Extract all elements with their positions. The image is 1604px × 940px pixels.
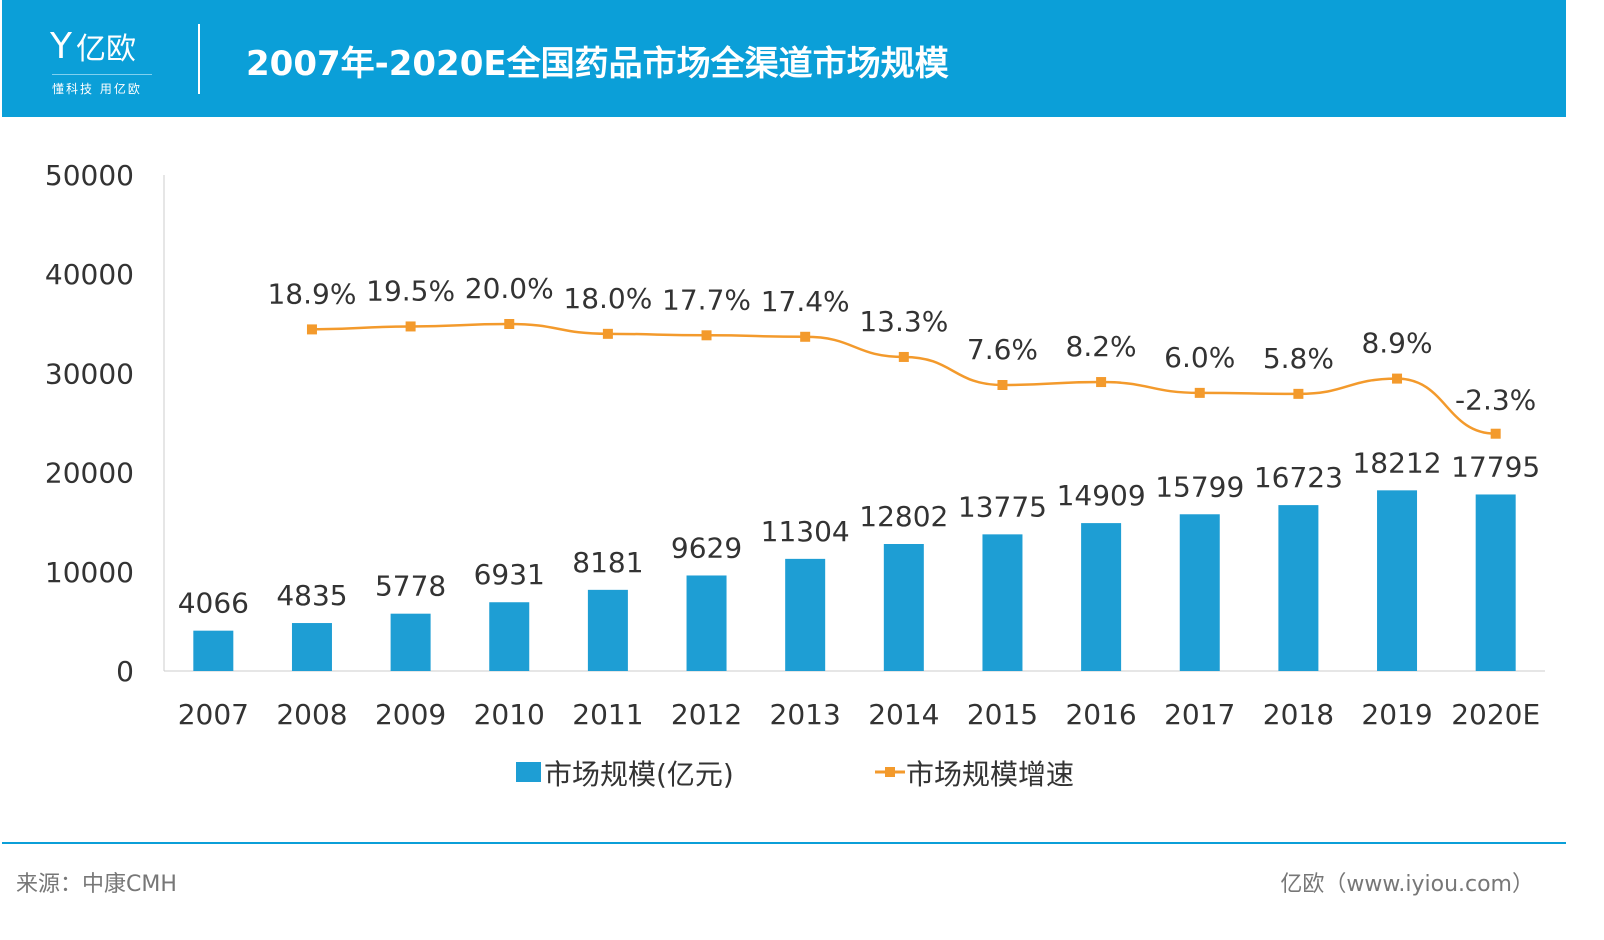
x-tick-label: 2015	[967, 698, 1038, 731]
bar-data-label: 4835	[276, 579, 347, 612]
growth-marker	[1490, 428, 1501, 439]
y-tick-label: 10000	[45, 556, 134, 589]
bar-data-label: 5778	[375, 570, 446, 603]
legend-bar-label: 市场规模(亿元)	[544, 758, 734, 791]
x-tick-label: 2018	[1263, 698, 1334, 731]
bar	[291, 623, 332, 671]
growth-data-label: 18.9%	[267, 277, 356, 310]
logo-divider	[52, 74, 152, 75]
bar	[587, 589, 628, 671]
bar-data-label: 11304	[761, 515, 850, 548]
growth-marker	[306, 324, 317, 335]
header-separator	[198, 24, 200, 94]
bar	[883, 544, 924, 671]
growth-data-label: 17.4%	[761, 285, 850, 318]
bar	[686, 575, 727, 671]
bar	[1278, 505, 1319, 671]
bar-data-label: 15799	[1155, 470, 1244, 503]
growth-marker	[504, 318, 515, 329]
bar-data-label: 9629	[671, 531, 742, 564]
x-tick-label: 2013	[770, 698, 841, 731]
x-tick-label: 2014	[868, 698, 939, 731]
x-tick-label: 2008	[276, 698, 347, 731]
logo-tagline: 懂科技 用亿欧	[52, 82, 142, 96]
y-tick-label: 30000	[45, 357, 134, 390]
bar	[489, 602, 530, 671]
growth-data-label: 5.8%	[1263, 342, 1334, 375]
growth-data-label: 13.3%	[859, 305, 948, 338]
x-tick-label: 2011	[572, 698, 643, 731]
x-tick-label: 2012	[671, 698, 742, 731]
y-tick-label: 0	[116, 655, 134, 688]
site-credit: 亿欧（www.iyiou.com）	[1280, 872, 1534, 897]
bar	[982, 534, 1023, 671]
logo: Y 亿欧	[50, 24, 136, 68]
bar-data-label: 6931	[474, 558, 545, 591]
header-bar: Y 亿欧 懂科技 用亿欧 2007年-2020E全国药品市场全渠道市场规模	[2, 0, 1566, 117]
growth-marker	[602, 328, 613, 339]
bar-data-label: 8181	[572, 546, 643, 579]
growth-data-label: 8.9%	[1361, 327, 1432, 360]
legend-bar-swatch	[516, 762, 541, 782]
growth-marker	[1194, 387, 1205, 398]
bar-data-label: 4066	[178, 587, 249, 620]
bar	[1179, 514, 1220, 671]
bar-data-label: 17795	[1451, 450, 1540, 483]
growth-marker	[1392, 373, 1403, 384]
growth-data-label: 6.0%	[1164, 341, 1235, 374]
chart: 0 10000 20000 30000 40000 50000 2007 4066 2008 48…	[45, 159, 1545, 791]
growth-line	[311, 322, 1496, 435]
growth-data-label: 8.2%	[1066, 330, 1137, 363]
growth-marker	[997, 380, 1008, 390]
bar	[193, 630, 234, 671]
bar	[785, 558, 826, 671]
growth-marker	[701, 330, 712, 341]
bar-data-label: 16723	[1254, 461, 1343, 494]
x-tick-label: 2017	[1164, 698, 1235, 731]
growth-data-label: 7.6%	[967, 333, 1038, 366]
growth-data-label: 19.5%	[366, 274, 455, 307]
footer-divider	[2, 842, 1566, 844]
growth-marker	[1096, 377, 1107, 388]
bar	[1377, 490, 1418, 671]
growth-marker	[898, 351, 909, 362]
growth-data-label: 18.0%	[563, 282, 652, 315]
legend-line-marker	[885, 767, 895, 777]
growth-data-label: 20.0%	[465, 272, 554, 305]
bar-data-label: 18212	[1352, 446, 1441, 479]
bar-data-label: 14909	[1057, 479, 1146, 512]
x-tick-label: 2009	[375, 698, 446, 731]
y-tick-label: 50000	[45, 159, 134, 192]
bar	[1475, 494, 1516, 671]
x-tick-label: 2019	[1361, 698, 1432, 731]
source-note: 来源：中康CMH	[16, 872, 177, 897]
x-tick-label: 2020E	[1451, 698, 1540, 731]
legend-line-label: 市场规模增速	[906, 758, 1074, 791]
x-tick-label: 2016	[1065, 698, 1136, 731]
logo-y-icon: Y	[50, 25, 72, 67]
logo-text: 亿欧	[76, 32, 136, 67]
bar-data-label: 12802	[859, 500, 948, 533]
growth-marker	[800, 331, 811, 342]
bar	[1081, 523, 1122, 671]
bar	[390, 613, 431, 671]
x-tick-label: 2010	[474, 698, 545, 731]
page-title: 2007年-2020E全国药品市场全渠道市场规模	[246, 44, 949, 84]
growth-data-label: 17.7%	[662, 283, 751, 316]
growth-marker	[405, 321, 416, 332]
x-tick-label: 2007	[178, 698, 249, 731]
growth-data-label: -2.3%	[1455, 384, 1536, 417]
bar-data-label: 13775	[958, 490, 1047, 523]
y-tick-label: 40000	[45, 258, 134, 291]
y-tick-label: 20000	[45, 457, 134, 490]
growth-marker	[1293, 388, 1304, 399]
